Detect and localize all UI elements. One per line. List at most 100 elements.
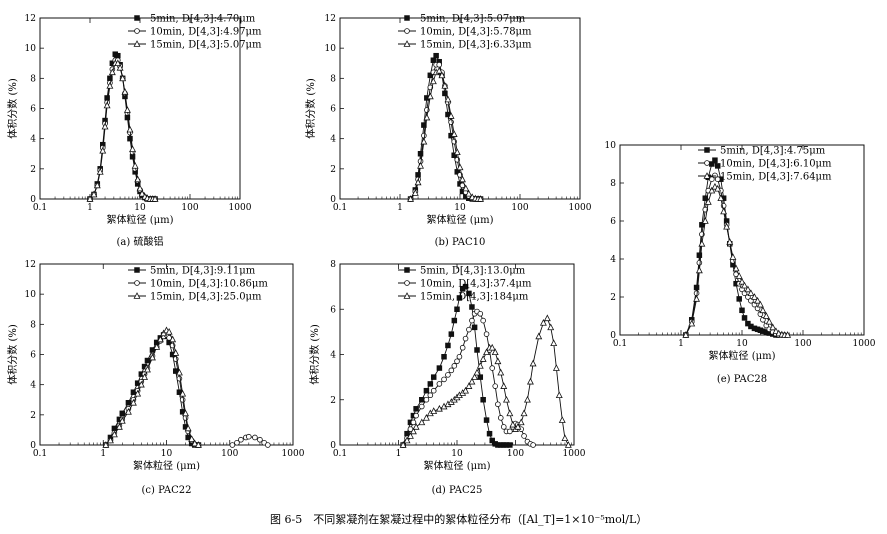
data-point xyxy=(477,310,484,317)
x-tick-label: 10 xyxy=(134,203,146,213)
data-point xyxy=(123,106,131,113)
data-point xyxy=(421,132,427,139)
data-point xyxy=(413,412,419,419)
x-tick-label: 0.1 xyxy=(333,449,347,459)
x-axis-label: 絮体粒径 (μm) xyxy=(133,459,200,472)
data-point xyxy=(103,101,111,109)
data-point xyxy=(693,295,701,302)
legend-label: 5min, D[4,3]:4.75μm xyxy=(720,146,826,157)
data-point xyxy=(497,415,504,421)
data-point xyxy=(744,285,752,293)
data-point xyxy=(476,361,484,369)
data-point xyxy=(497,368,505,376)
data-point xyxy=(507,428,513,435)
legend-label: 10min, D[4,3]:6.10μm xyxy=(720,159,832,170)
data-point xyxy=(462,386,470,394)
data-point xyxy=(473,368,481,376)
data-point xyxy=(506,409,514,417)
data-point xyxy=(129,145,137,153)
data-point xyxy=(436,381,443,387)
y-tick-label: 4 xyxy=(30,381,36,391)
y-tick-label: 0 xyxy=(30,195,36,205)
chart-panel-c: 0.1 1 10 100 1000 0 2 4 6 8 10 12 絮体粒径 (μm) 体积分数 (%) (… xyxy=(6,260,305,496)
legend-label: 5min, D[4,3]:4.70μm xyxy=(150,14,256,25)
series-square xyxy=(400,283,513,448)
series-square xyxy=(683,157,782,338)
data-point xyxy=(750,293,758,300)
legend-label: 15min, D[4,3]:7.64μm xyxy=(720,172,832,183)
data-point xyxy=(86,195,94,202)
data-point xyxy=(502,395,510,403)
data-point xyxy=(712,172,718,179)
data-point xyxy=(169,335,177,343)
y-tick-label: 4 xyxy=(610,255,616,265)
y-tick-label: 6 xyxy=(30,105,36,115)
data-point xyxy=(252,434,258,441)
data-point xyxy=(688,319,696,327)
data-point xyxy=(465,189,473,197)
data-point xyxy=(106,436,114,444)
data-point xyxy=(526,377,534,385)
x-tick-label: 1 xyxy=(397,203,403,213)
legend-entry: 10min, D[4,3]:5.78μm xyxy=(398,27,532,38)
data-point xyxy=(489,365,496,371)
data-point xyxy=(451,363,458,369)
series-square xyxy=(87,51,158,202)
x-tick-label: 100 xyxy=(794,339,811,349)
data-point xyxy=(418,418,426,426)
y-tick-label: 2 xyxy=(30,165,36,175)
data-point xyxy=(558,416,566,423)
legend-entry: 15min, D[4,3]:6.33μm xyxy=(398,40,532,51)
data-point xyxy=(134,175,142,183)
x-tick-label: 10 xyxy=(454,203,466,213)
data-point xyxy=(417,161,425,169)
data-point xyxy=(445,342,451,349)
y-tick-label: 2 xyxy=(30,411,36,421)
series-triangle xyxy=(407,66,485,202)
data-point xyxy=(561,434,569,442)
y-tick-label: 8 xyxy=(330,260,336,270)
figure-caption: 图 6-5 不同絮凝剂在絮凝过程中的絮体粒径分布（[Al_T]=1×10⁻⁵mo… xyxy=(270,512,647,526)
legend-entry: 5min, D[4,3]:9.11μm xyxy=(128,266,256,277)
data-point xyxy=(762,312,770,319)
y-tick-label: 6 xyxy=(610,217,616,227)
x-tick-label: 0.1 xyxy=(33,203,47,213)
data-point xyxy=(144,357,151,364)
data-point xyxy=(110,430,118,438)
data-point xyxy=(459,344,466,351)
data-point xyxy=(756,300,764,308)
panel-caption: (a) 硫酸铝 xyxy=(117,235,164,248)
data-point xyxy=(696,259,703,266)
legend-entry: 15min, D[4,3]:5.07μm xyxy=(128,40,262,51)
data-point xyxy=(451,317,458,324)
x-tick-label: 1 xyxy=(100,449,106,459)
data-point xyxy=(429,77,437,85)
x-tick-label: 0.1 xyxy=(33,449,47,459)
data-point xyxy=(456,163,464,171)
data-point xyxy=(114,59,122,67)
data-point xyxy=(483,348,491,356)
series-line xyxy=(410,70,481,200)
data-point xyxy=(720,207,728,215)
y-tick-label: 10 xyxy=(325,44,337,54)
data-point xyxy=(418,403,425,410)
chart-panel-a: 0.1 1 10 100 1000 0 2 4 6 8 10 12 絮体粒径 (μm) 体积分数 (%) (… xyxy=(6,14,262,249)
y-tick-label: 0 xyxy=(30,441,36,451)
data-point xyxy=(419,397,425,403)
chart-panel-d: 0.1 1 10 100 1000 0 2 4 6 8 絮体粒径 (μm) 体积分数 (%) (d) P… xyxy=(308,260,586,496)
data-point xyxy=(435,404,443,412)
x-tick-label: 1000 xyxy=(563,449,586,459)
data-point xyxy=(738,277,746,285)
x-axis-label: 絮体粒径 (μm) xyxy=(709,349,776,362)
x-tick-label: 100 xyxy=(507,449,524,459)
data-point xyxy=(430,407,438,414)
data-point xyxy=(466,290,472,297)
x-tick-label: 1000 xyxy=(282,449,305,459)
legend-entry: 5min, D[4,3]:13.0μm xyxy=(398,266,526,277)
legend-marker xyxy=(404,15,410,21)
data-point xyxy=(488,343,496,351)
y-tick-label: 4 xyxy=(330,135,336,145)
data-point xyxy=(477,374,484,380)
y-axis-label: 体积分数 (%) xyxy=(304,78,317,139)
data-point xyxy=(456,295,463,301)
